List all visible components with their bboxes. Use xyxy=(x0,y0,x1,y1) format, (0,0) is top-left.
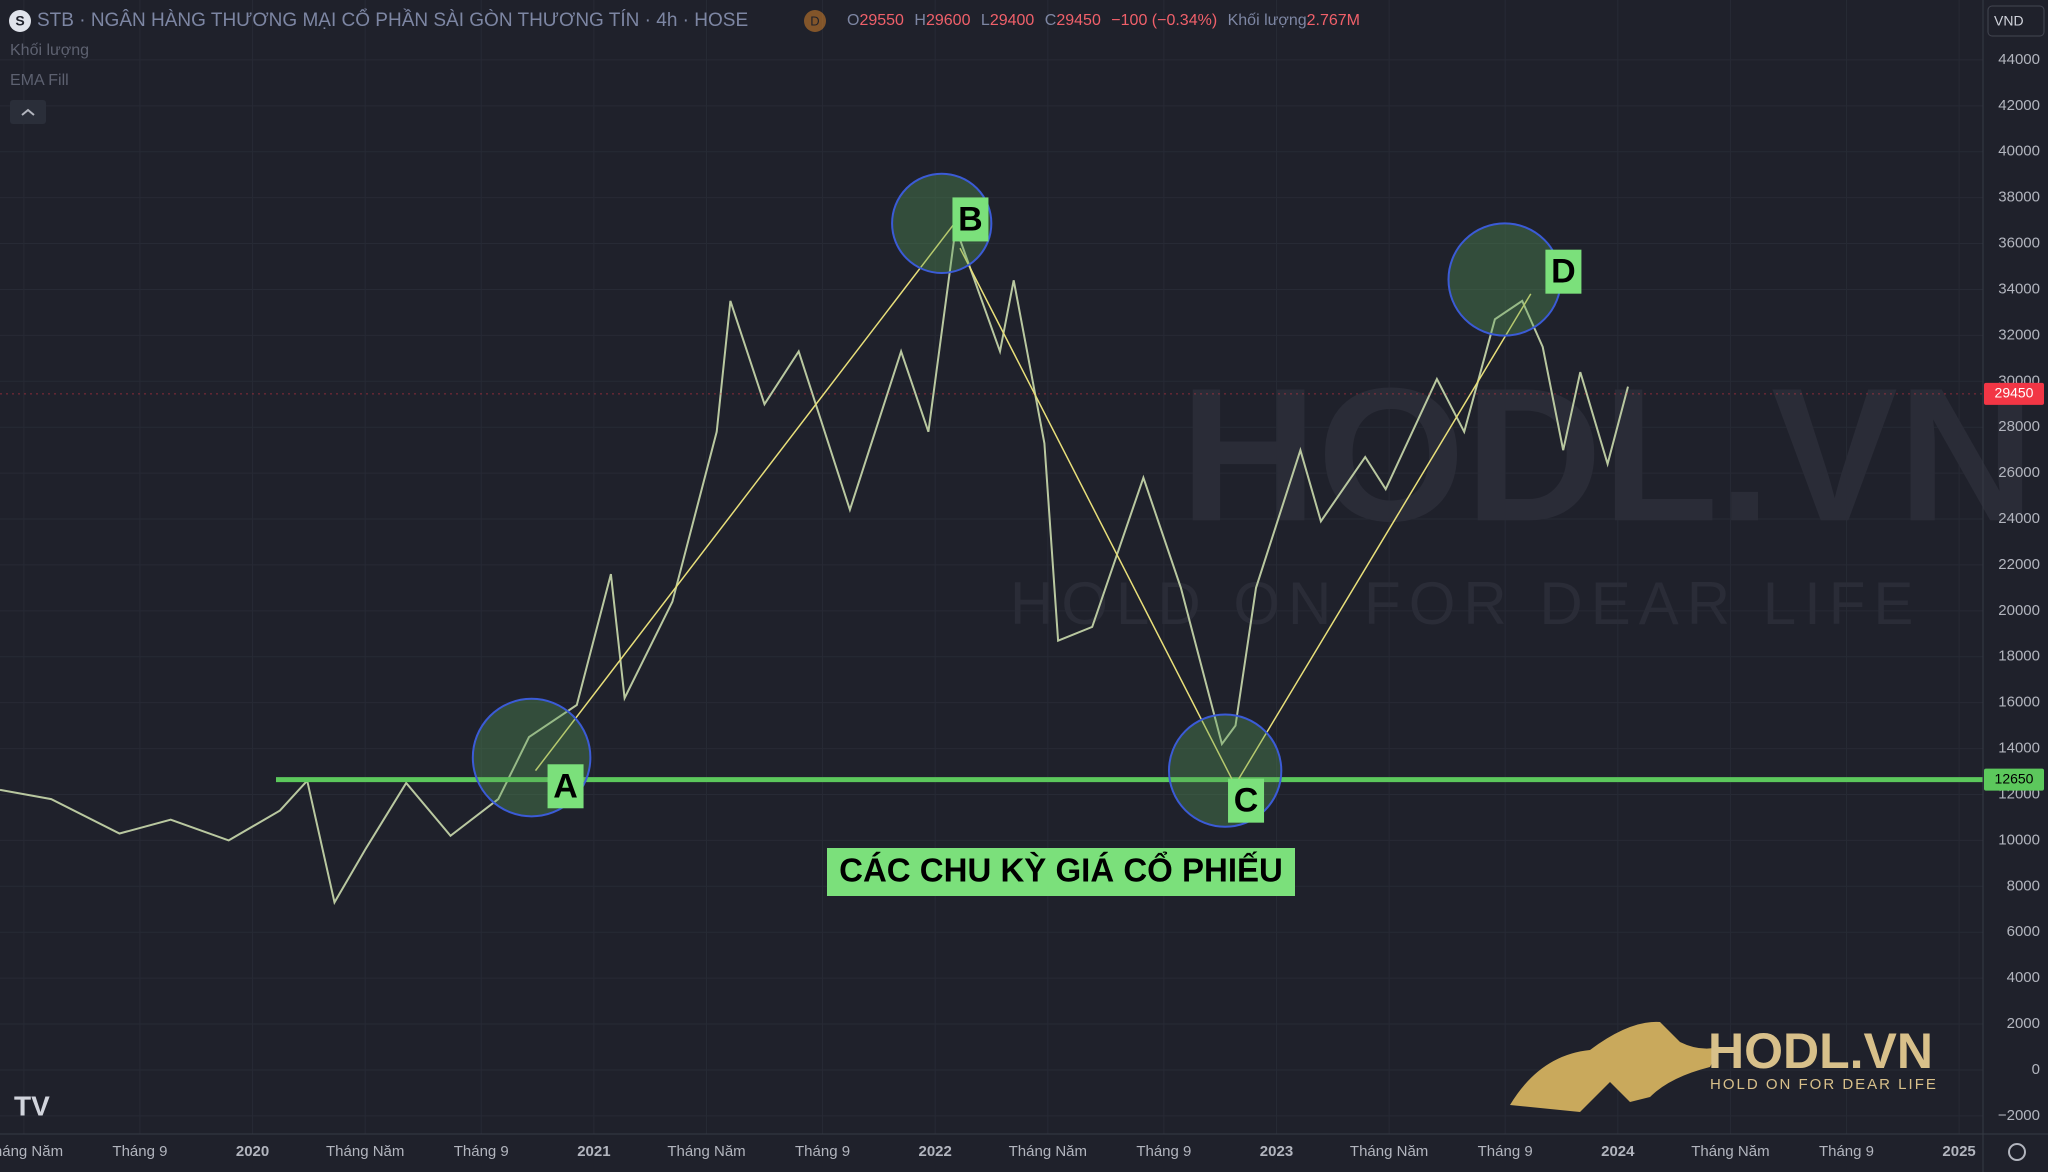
annotation-title: CÁC CHU KỲ GIÁ CỔ PHIẾU xyxy=(839,852,1283,889)
last-price-bg xyxy=(1984,382,2044,405)
indicator[interactable]: Khối lượng xyxy=(10,42,89,59)
x-tick-label: 2022 xyxy=(918,1143,951,1160)
open: 29550 xyxy=(859,12,904,29)
y-tick-label: 42000 xyxy=(1998,97,2040,114)
support-label: 12650 xyxy=(1995,770,2034,786)
collapse-icon xyxy=(21,108,35,116)
symbol-logo xyxy=(9,10,31,32)
badge: D xyxy=(810,13,819,28)
collapse-button[interactable] xyxy=(10,100,46,124)
y-tick-label: −2000 xyxy=(1998,1107,2040,1124)
low: 29400 xyxy=(990,12,1035,29)
x-tick-label: Tháng 9 xyxy=(454,1143,509,1160)
x-tick-label: Tháng 9 xyxy=(1478,1143,1533,1160)
y-tick-label: 4000 xyxy=(2007,969,2040,986)
trend-arrow xyxy=(959,247,1235,785)
y-tick-label: 38000 xyxy=(1998,189,2040,206)
close: 29450 xyxy=(1056,12,1101,29)
logo-bull xyxy=(1510,1021,1720,1112)
c-label: C xyxy=(1045,12,1057,29)
y-tick-label: 16000 xyxy=(1998,694,2040,711)
x-tick-label: 2023 xyxy=(1260,1143,1293,1160)
x-tick-label: Tháng Năm xyxy=(667,1143,745,1160)
point-label: A xyxy=(553,767,578,805)
high: 29600 xyxy=(926,12,971,29)
point-label-bg xyxy=(1545,249,1582,294)
settings-icon[interactable] xyxy=(2008,1143,2026,1161)
y-tick-label: 40000 xyxy=(1998,143,2040,160)
watermark-brand: HODL.VN xyxy=(1180,349,2035,561)
highlight-circle xyxy=(1447,222,1562,337)
y-tick-label: 20000 xyxy=(1998,602,2040,619)
currency[interactable]: VND xyxy=(1994,13,2024,29)
tv-logo: TV xyxy=(14,1090,50,1121)
point-label-bg xyxy=(952,197,989,242)
annotations: A B C D CÁC CHU KỲ GIÁ CỔ PHIẾU xyxy=(471,172,1582,896)
l-label: L xyxy=(981,12,990,29)
y-tick-label: 44000 xyxy=(1998,51,2040,68)
o-label: O xyxy=(847,12,859,29)
x-tick-label: 2025 xyxy=(1942,1143,1975,1160)
x-tick-label: Tháng 9 xyxy=(1136,1143,1191,1160)
y-tick-label: 10000 xyxy=(1998,831,2040,848)
y-tick-label: 18000 xyxy=(1998,648,2040,665)
header: S STB · NGÂN HÀNG THƯƠNG MẠI CỔ PHẦN SÀI… xyxy=(9,5,2045,124)
ohlc: O29550 H29600 L29400 C29450 −100 (−0.34%… xyxy=(847,12,1360,29)
h-label: H xyxy=(914,12,926,29)
x-tick-label: Tháng Năm xyxy=(0,1143,63,1160)
annotation-title-bg xyxy=(827,848,1295,896)
volume: 2.767M xyxy=(1307,12,1360,29)
x-tick-label: 2020 xyxy=(236,1143,269,1160)
change: −100 (−0.34%) xyxy=(1111,12,1217,29)
x-tick-label: Tháng 9 xyxy=(795,1143,850,1160)
point-label-bg xyxy=(547,764,584,809)
price-line xyxy=(0,227,1629,906)
y-tick-label: 24000 xyxy=(1998,510,2040,527)
x-tick-label: Tháng Năm xyxy=(1691,1143,1769,1160)
x-tick-label: Tháng Năm xyxy=(1350,1143,1428,1160)
y-tick-label: 2000 xyxy=(2007,1015,2040,1032)
trend-arrow xyxy=(1237,293,1532,781)
y-tick-label: 36000 xyxy=(1998,235,2040,252)
highlight-circle xyxy=(1167,713,1283,828)
indicator[interactable]: EMA Fill xyxy=(10,72,69,89)
grid xyxy=(0,0,1983,1134)
logo-slogan: HOLD ON FOR DEAR LIFE xyxy=(1710,1076,1938,1093)
logo-brand: HODL.VN xyxy=(1708,1023,1933,1079)
x-tick-label: Tháng Năm xyxy=(1009,1143,1087,1160)
volume-label: Khối lượng xyxy=(1228,12,1307,29)
symbol-logo-letter: S xyxy=(15,13,24,29)
logo: HODL.VN HOLD ON FOR DEAR LIFE xyxy=(1510,1021,1938,1112)
x-tick-label: 2021 xyxy=(577,1143,610,1160)
y-tick-label: 26000 xyxy=(1998,464,2040,481)
y-tick-label: 0 xyxy=(2032,1061,2040,1078)
y-tick-label: 14000 xyxy=(1998,740,2040,757)
badge-bg xyxy=(804,10,826,32)
x-tick-label: Tháng 9 xyxy=(112,1143,167,1160)
symbol[interactable]: STB · NGÂN HÀNG THƯƠNG MẠI CỔ PHẦN SÀI G… xyxy=(37,9,748,31)
x-tick-label: Tháng Năm xyxy=(326,1143,404,1160)
y-tick-label: 22000 xyxy=(1998,556,2040,573)
y-tick-label: 8000 xyxy=(2007,877,2040,894)
y-tick-label: 34000 xyxy=(1998,280,2040,297)
trend-arrow xyxy=(534,224,955,772)
point-label: C xyxy=(1234,782,1259,820)
x-tick-label: Tháng 9 xyxy=(1819,1143,1874,1160)
last-price-label: 29450 xyxy=(1995,385,2034,401)
point-label: D xyxy=(1551,253,1576,291)
y-tick-label: 28000 xyxy=(1998,418,2040,435)
y-tick-label: 6000 xyxy=(2007,923,2040,940)
y-tick-label: 32000 xyxy=(1998,326,2040,343)
currency-button[interactable] xyxy=(1987,5,2045,37)
x-tick-label: 2024 xyxy=(1601,1143,1635,1160)
point-label: B xyxy=(958,200,983,238)
point-label-bg xyxy=(1228,778,1265,823)
support-label-bg xyxy=(1984,768,2044,791)
watermark-slogan: HOLD ON FOR DEAR LIFE xyxy=(1010,570,1921,637)
